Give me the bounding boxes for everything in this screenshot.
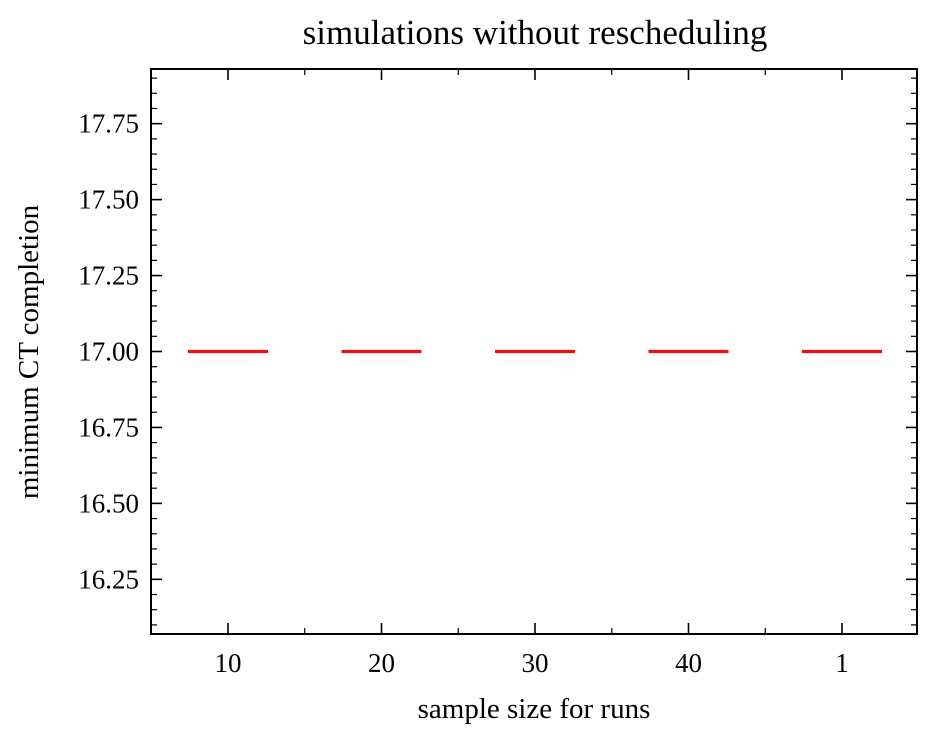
y-tick-label: 17.75 [78,109,139,139]
y-axis-label: minimum CT completion [13,204,45,499]
major-ticks [151,69,917,634]
y-tick-label: 17.25 [78,261,139,291]
y-tick-label: 16.75 [78,412,139,442]
y-tick-label: 16.50 [78,488,139,518]
x-tick-label: 10 [215,648,242,678]
x-axis-label: sample size for runs [418,693,651,725]
minor-ticks [151,69,917,634]
x-tick-label: 20 [368,648,395,678]
chart-title: simulations without rescheduling [303,13,768,52]
x-tick-label: 30 [522,648,549,678]
y-tick-label: 16.25 [78,564,139,594]
x-tick-labels: 10 20 30 40 1 [215,648,849,678]
y-tick-label: 17.00 [78,337,139,367]
x-tick-label: 1 [835,648,849,678]
y-tick-label: 17.50 [78,185,139,215]
y-tick-labels: 16.25 16.50 16.75 17.00 17.25 17.50 17.75 [78,109,139,595]
x-tick-label: 40 [675,648,702,678]
